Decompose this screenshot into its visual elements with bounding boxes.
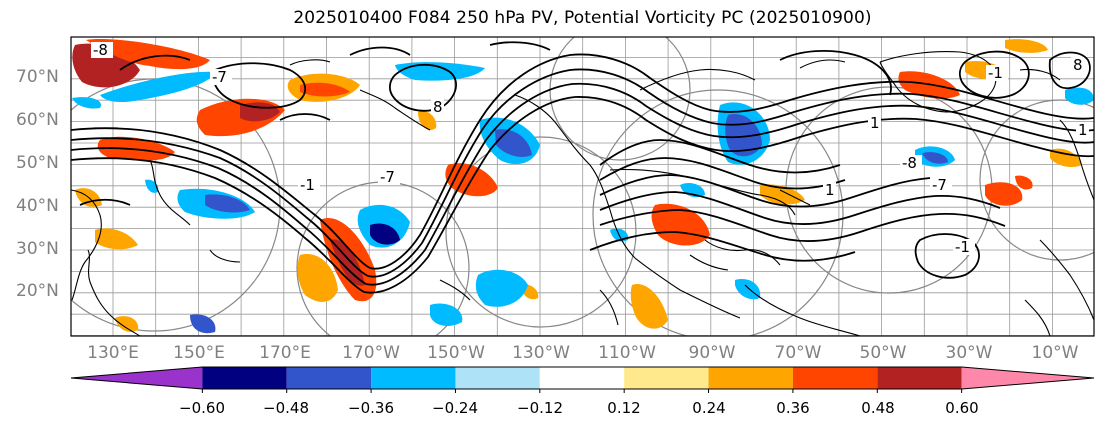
lat-label: 70°N (16, 67, 59, 87)
lon-label: 50°W (859, 343, 907, 363)
contour-label: 1 (1078, 121, 1088, 139)
colorbar-tick-label: −0.12 (517, 399, 563, 417)
colorbar-segment (539, 367, 625, 389)
colorbar-tick-label: −0.48 (263, 399, 309, 417)
contour-label: 8 (433, 98, 443, 116)
colorbar-segment (371, 367, 456, 389)
lon-label: 110°W (598, 343, 656, 363)
lat-label: 30°N (16, 239, 59, 259)
contour-label: 1 (825, 181, 835, 199)
contour-label: 1 (870, 114, 880, 132)
colorbar-segment (708, 367, 793, 389)
colorbar-tick-label: 0.60 (945, 399, 979, 417)
coastlines (71, 51, 1094, 336)
colorbar-segment (624, 367, 709, 389)
colorbar-segment (202, 367, 287, 389)
contour-label: -8 (93, 41, 108, 59)
lon-label: 90°W (688, 343, 736, 363)
pv-contours (71, 41, 1094, 294)
colorbar (70, 366, 1095, 393)
colorbar-tick-label: 0.36 (776, 399, 810, 417)
lon-label: 170°E (259, 343, 311, 363)
colorbar-segment (455, 367, 540, 389)
contour-label: -1 (955, 238, 970, 256)
lon-label: 10°W (1031, 343, 1079, 363)
colorbar-tick-label: −0.60 (179, 399, 225, 417)
lon-label: 70°W (774, 343, 822, 363)
lon-label: 130°W (512, 343, 570, 363)
contour-label: -1 (988, 64, 1003, 82)
contour-label: -7 (932, 176, 947, 194)
lon-label: 150°E (173, 343, 225, 363)
colorbar-extend-low (71, 367, 203, 389)
colorbar-segment (877, 367, 962, 389)
lon-label: 170°W (342, 343, 400, 363)
colorbar-tick-label: −0.24 (432, 399, 478, 417)
colorbar-tick-label: 0.12 (607, 399, 641, 417)
lat-label: 60°N (16, 110, 59, 130)
contour-label: -8 (902, 154, 917, 172)
lat-label: 40°N (16, 196, 59, 216)
lon-label: 150°W (427, 343, 485, 363)
contour-label: -7 (212, 68, 227, 86)
colorbar-extend-high (961, 367, 1094, 389)
map-frame (70, 36, 1095, 337)
colorbar-tick-label: 0.48 (861, 399, 895, 417)
contour-labels: -1 1 8 8 -8 -7 -7 -7 -1 -8 1 -1 1 (91, 41, 1089, 256)
figure-title: 2025010400 F084 250 hPa PV, Potential Vo… (293, 8, 872, 28)
colorbar-segment (792, 367, 878, 389)
colorbar-tick-label: 0.24 (692, 399, 726, 417)
colorbar-tick-label: −0.36 (348, 399, 394, 417)
lat-label: 50°N (16, 153, 59, 173)
contour-label: -7 (380, 168, 395, 186)
contour-label: -1 (300, 176, 315, 194)
lon-label: 30°W (945, 343, 993, 363)
lat-label: 20°N (16, 281, 59, 301)
colorbar-segment (286, 367, 372, 389)
lon-label: 130°E (87, 343, 139, 363)
contour-label: 8 (1073, 56, 1083, 74)
